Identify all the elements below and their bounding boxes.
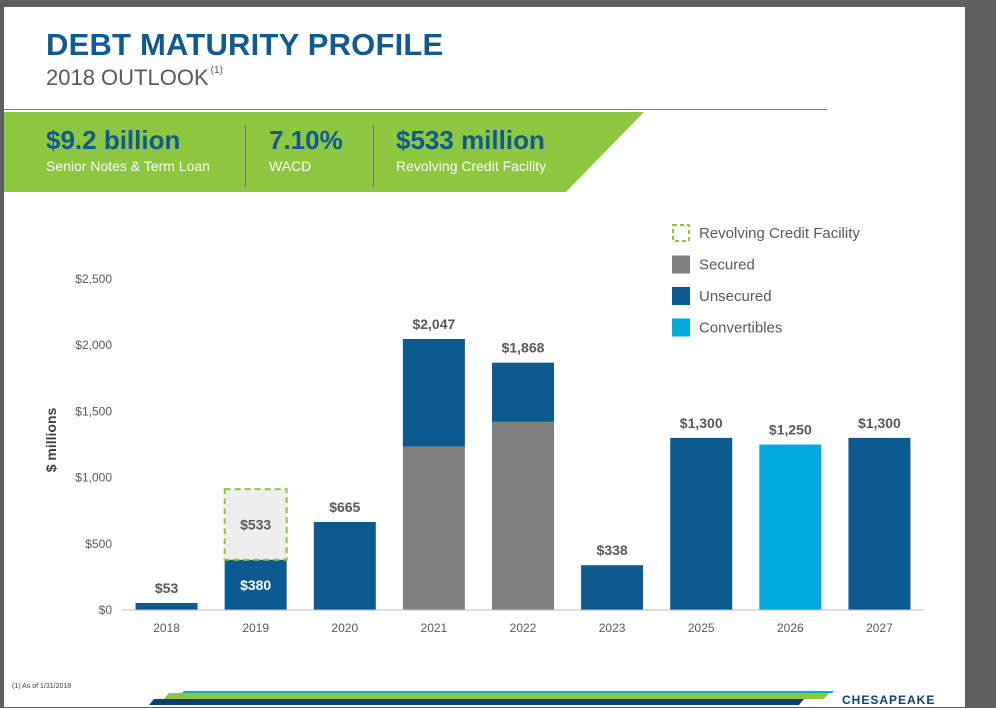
page-subtitle: 2018 OUTLOOK (1) (46, 65, 223, 91)
data-label: $53 (155, 580, 179, 596)
bar-secured (492, 421, 554, 610)
data-label-revolver: $533 (240, 516, 271, 532)
data-label: $665 (329, 499, 360, 515)
stat-wacd: 7.10% WACD (269, 125, 343, 174)
legend-label: Unsecured (699, 288, 772, 305)
page-edge-shadow (965, 7, 996, 708)
stat-divider (245, 125, 246, 187)
x-tick-label: 2020 (331, 621, 358, 635)
data-label: $1,300 (858, 415, 901, 431)
legend-label: Secured (699, 257, 755, 274)
debt-maturity-chart: $0 $500 $1,000 $1,500 $2,000 $2,500 $ millions… (43, 224, 924, 635)
bar-unsecured (402, 338, 465, 447)
y-tick-label: $2,500 (75, 272, 112, 286)
stat-value: $9.2 billion (46, 125, 181, 155)
bar-unsecured (581, 565, 644, 610)
subtitle-footnote-ref: (1) (210, 65, 223, 76)
x-tick-label: 2025 (688, 621, 715, 635)
bar-unsecured (313, 521, 376, 610)
data-label: $1,868 (502, 340, 545, 356)
stat-label: Senior Notes & Term Loan (46, 158, 210, 174)
stat-divider (373, 125, 374, 187)
x-tick-label: 2027 (866, 621, 893, 635)
data-label: $1,250 (769, 422, 812, 438)
y-tick-label: $500 (85, 537, 112, 551)
data-label-unsecured: $380 (240, 577, 271, 593)
y-tick-label: $1,500 (75, 404, 112, 418)
footer-stripes (149, 691, 834, 705)
data-label: $1,300 (680, 415, 723, 431)
stat-value: $533 million (396, 125, 545, 155)
bar-revolver (223, 488, 288, 561)
y-axis-label: $ millions (43, 408, 59, 473)
title-divider (4, 109, 827, 110)
bar-unsecured (135, 602, 198, 610)
chesapeake-logo: CHESAPEAKE (842, 693, 936, 707)
y-tick-label: $0 (99, 603, 113, 617)
legend-label: Convertibles (699, 320, 782, 337)
legend-swatch (672, 287, 690, 305)
bar-unsecured (224, 559, 287, 610)
legend-swatch (672, 255, 690, 274)
legend-swatch (672, 318, 690, 337)
stat-revolver: $533 million Revolving Credit Facility (396, 125, 546, 174)
data-label: $338 (597, 542, 628, 558)
bar-secured (402, 446, 465, 610)
y-tick-label: $2,000 (75, 338, 112, 352)
x-tick-label: 2026 (777, 621, 804, 635)
subtitle-text: 2018 OUTLOOK (46, 65, 209, 90)
x-tick-label: 2018 (153, 621, 180, 635)
page-title: DEBT MATURITY PROFILE (46, 27, 444, 62)
x-tick-label: 2019 (242, 621, 269, 635)
x-tick-label: 2022 (510, 621, 537, 635)
stat-label: Revolving Credit Facility (396, 158, 547, 174)
stats-banner: $9.2 billion Senior Notes & Term Loan 7.… (4, 112, 644, 192)
legend-swatch-revolver (672, 224, 690, 242)
bar-convertibles (759, 444, 822, 610)
bar-unsecured (848, 437, 911, 610)
stat-label: WACD (269, 158, 312, 174)
data-label: $2,047 (412, 316, 455, 332)
x-tick-label: 2021 (421, 621, 448, 635)
bar-unsecured (670, 437, 733, 610)
banner-background (4, 112, 644, 192)
footnote: (1) As of 1/31/2018 (12, 683, 72, 690)
stat-value: 7.10% (269, 125, 343, 155)
y-tick-label: $1,000 (75, 471, 112, 485)
stat-senior-notes: $9.2 billion Senior Notes & Term Loan (46, 125, 210, 174)
x-tick-label: 2023 (599, 621, 626, 635)
legend-label: Revolving Credit Facility (699, 225, 860, 242)
slide: DEBT MATURITY PROFILE 2018 OUTLOOK (1) $9… (4, 7, 965, 707)
bar-unsecured (492, 362, 554, 422)
